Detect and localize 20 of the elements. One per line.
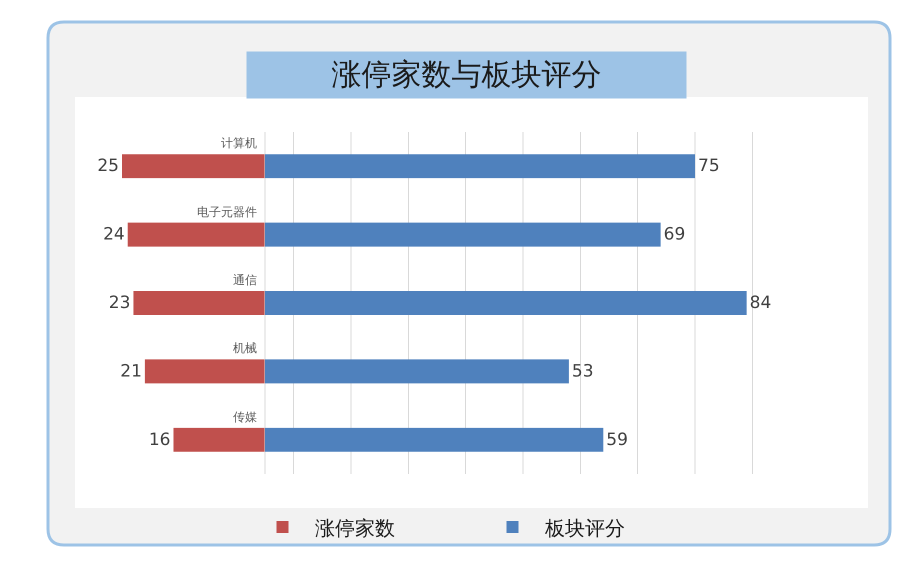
y-tick-label: 机械 [233, 341, 257, 355]
data-label: 24 [103, 224, 125, 245]
data-label: 16 [148, 430, 170, 450]
y-tick-label: 计算机 [221, 136, 257, 150]
bar [133, 291, 265, 315]
y-tick-label: 电子元器件 [197, 205, 257, 219]
data-label: 53 [572, 361, 594, 382]
y-tick-label: 传媒 [233, 410, 257, 424]
legend-label: 涨停家数 [315, 516, 395, 540]
data-label: 59 [606, 430, 628, 450]
data-label: 23 [108, 293, 130, 313]
chart-title: 涨停家数与板块评分 [332, 58, 602, 92]
data-label: 69 [664, 224, 686, 245]
y-tick-label: 通信 [233, 273, 257, 287]
data-label: 21 [120, 361, 142, 382]
data-label: 84 [750, 293, 772, 313]
data-label: 75 [698, 156, 720, 176]
bar [173, 428, 265, 452]
legend-label: 板块评分 [544, 516, 625, 540]
data-label: 25 [97, 156, 119, 176]
